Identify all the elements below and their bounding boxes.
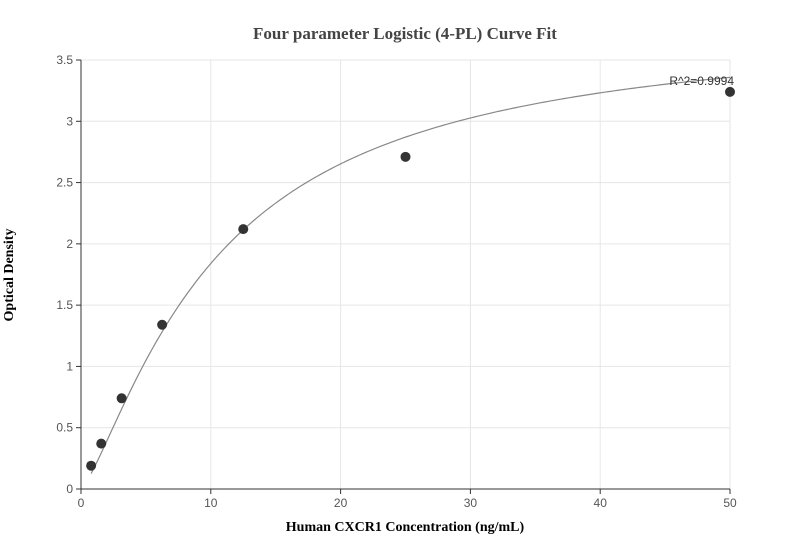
data-point (86, 460, 97, 471)
chart-title: Four parameter Logistic (4-PL) Curve Fit (253, 24, 557, 43)
y-tick-label: 3 (66, 114, 73, 128)
y-tick-label: 1.5 (56, 298, 73, 312)
x-tick-label: 10 (204, 496, 218, 510)
data-point (400, 151, 411, 162)
x-tick-label: 30 (464, 496, 478, 510)
x-tick-label: 0 (78, 496, 85, 510)
y-tick-label: 2.5 (56, 176, 73, 190)
x-tick-label: 20 (334, 496, 348, 510)
data-point (96, 438, 107, 449)
y-tick-label: 2 (66, 237, 73, 251)
y-axis-label: Optical Density (2, 229, 17, 322)
x-axis-label: Human CXCR1 Concentration (ng/mL) (286, 520, 525, 535)
grid-layer (81, 59, 731, 489)
fit-curve-line (90, 76, 731, 474)
x-tick-label: 40 (594, 496, 608, 510)
y-tick-label: 0.5 (56, 421, 73, 435)
data-point (725, 86, 735, 97)
y-tick-label: 0 (66, 482, 73, 496)
r-squared-annotation: R^2=0.9994 (669, 74, 734, 88)
data-points-layer (86, 86, 735, 471)
data-point (116, 393, 127, 404)
axes-layer: 0 10 20 30 40 50 0 0.5 1 1.5 2 2.5 3 3.5 (56, 53, 737, 510)
data-point (157, 319, 168, 330)
y-tick-label: 3.5 (56, 53, 73, 67)
fit-curve-layer (90, 76, 731, 474)
data-point (238, 224, 249, 235)
y-tick-label: 1 (66, 359, 73, 373)
x-tick-label: 50 (723, 496, 737, 510)
